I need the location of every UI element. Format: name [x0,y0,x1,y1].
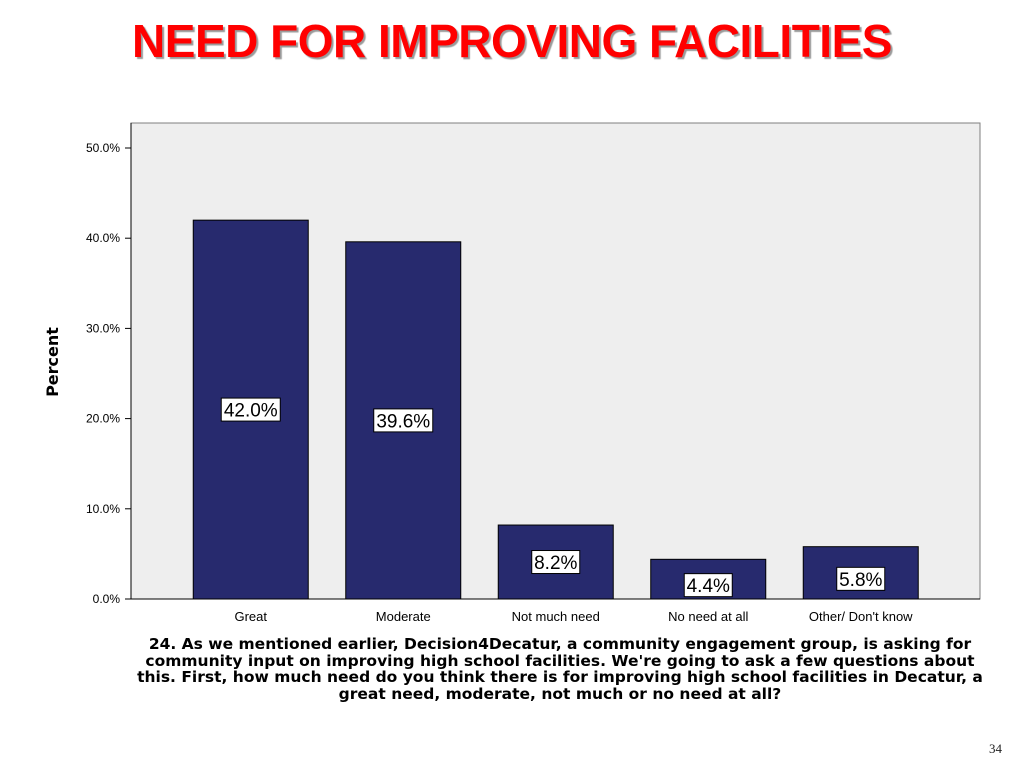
slide-title: NEED FOR IMPROVING FACILITIES [132,15,892,67]
y-tick-label: 30.0% [86,321,120,335]
data-labels: 42.0% 39.6% 8.2% 4.4% 5.8% [220,397,886,598]
data-label: 39.6% [376,411,430,432]
x-category-label: Not much need [512,609,600,624]
data-label-box [373,408,434,433]
data-label-box [836,566,886,591]
y-axis-title: Percent [43,327,62,397]
page-number: 34 [989,741,1002,756]
x-category-label: No need at all [668,609,748,624]
data-label: 42.0% [224,401,278,422]
data-label-box [683,573,733,598]
y-tick-label: 40.0% [86,231,120,245]
data-label: 4.4% [687,576,730,597]
y-tick-label: 0.0% [93,592,121,606]
x-axis-title-question: 24. As we mentioned earlier, Decision4De… [137,635,983,703]
y-tick-label: 10.0% [86,502,120,516]
x-category-label: Moderate [376,609,431,624]
data-label-box [220,397,281,422]
x-category-label: Great [234,609,267,624]
y-tick-label: 20.0% [86,412,120,426]
data-label: 8.2% [534,553,577,574]
data-label-box [531,550,581,575]
data-label: 5.8% [839,570,882,591]
y-tick-label: 50.0% [86,141,120,155]
x-category-label: Other/ Don't know [809,609,913,624]
x-axis-labels: Great Moderate Not much need No need at all… [234,609,913,624]
